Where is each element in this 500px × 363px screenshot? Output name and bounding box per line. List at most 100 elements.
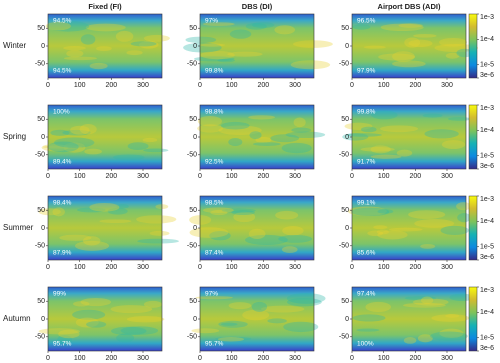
colorbar-fill xyxy=(468,13,478,79)
colorbar-tick-label: 1e-3 xyxy=(480,287,494,294)
heatmap-texture xyxy=(404,37,421,48)
heatmap xyxy=(48,196,162,260)
colorbar: 1e-3 1e-4 1e-5 3e-6 xyxy=(468,13,494,79)
heatmap-texture xyxy=(274,25,296,35)
heatmap-texture xyxy=(352,24,371,30)
heatmap-texture xyxy=(58,329,80,339)
heatmap-texture xyxy=(352,314,386,322)
heatmap-texture xyxy=(79,123,97,135)
heatmap-texture xyxy=(260,305,305,313)
x-tick-label: 0 xyxy=(350,355,354,362)
x-tick-label: 0 xyxy=(350,264,354,271)
heatmap-texture xyxy=(370,154,402,159)
heatmap-texture xyxy=(376,229,389,235)
coverage-bottom: 95.7% xyxy=(53,341,72,348)
heatmap-texture xyxy=(47,141,79,153)
y-tick-label: -50 xyxy=(187,243,197,250)
x-tick-label: 300 xyxy=(289,355,301,362)
heatmap-texture xyxy=(136,215,177,224)
heatmap-texture xyxy=(248,228,266,239)
panel: 0 100 200 300 50 0 -50 98.4% 87.9% xyxy=(35,195,180,271)
heatmap-texture xyxy=(139,40,159,49)
coverage-bottom: 85.6% xyxy=(357,250,376,257)
heatmap-texture xyxy=(142,137,158,143)
heatmap-texture xyxy=(115,30,134,42)
heatmap-texture xyxy=(231,210,255,216)
heatmap-texture xyxy=(252,22,275,28)
colorbar-tick-label: 1e-3 xyxy=(480,196,494,203)
y-tick-label: 0 xyxy=(345,316,349,323)
x-tick-label: 300 xyxy=(441,82,453,89)
coverage-bottom: 87.9% xyxy=(53,250,72,257)
heatmap-texture xyxy=(420,244,436,249)
heatmap-texture xyxy=(370,145,391,154)
column-title: Airport DBS (ADI) xyxy=(378,2,441,11)
heatmap-texture xyxy=(215,336,252,341)
heatmap-texture xyxy=(378,53,416,61)
heatmap-texture xyxy=(251,301,268,312)
x-tick-label: 100 xyxy=(378,264,390,271)
y-tick-label: -50 xyxy=(339,243,349,250)
heatmap-texture xyxy=(52,207,65,217)
panel: 0 100 200 300 50 0 -50 94.5% 94.5% xyxy=(35,13,170,89)
heatmap-texture xyxy=(439,37,467,47)
heatmap-texture xyxy=(57,334,72,345)
heatmap-texture xyxy=(143,300,162,308)
heatmap-texture xyxy=(110,305,153,314)
heatmap-texture xyxy=(422,113,443,118)
colorbar-tick-label: 1e-5 xyxy=(480,153,494,160)
coverage-bottom: 89.4% xyxy=(53,159,72,166)
heatmap-texture xyxy=(367,230,384,237)
heatmap-texture xyxy=(70,125,90,135)
panel: 0 100 200 300 50 0 -50 97% 99.8% xyxy=(183,13,333,89)
heatmap-texture xyxy=(82,236,101,246)
coverage-top: 97% xyxy=(205,18,218,25)
x-tick-label: 300 xyxy=(137,82,149,89)
y-tick-label: 50 xyxy=(37,25,45,32)
heatmap-texture xyxy=(248,115,276,120)
colorbar-tick-label: 3e-6 xyxy=(480,345,494,352)
heatmap-texture xyxy=(421,296,434,305)
panel: 0 100 200 300 50 0 -50 99.8% 91.7% xyxy=(339,104,472,180)
heatmap xyxy=(48,105,162,169)
heatmap-texture xyxy=(195,296,233,300)
colorbar-tick-label: 1e-4 xyxy=(480,218,494,225)
heatmap-texture xyxy=(191,328,220,334)
heatmap-texture xyxy=(392,60,426,68)
colorbar-tick-label: 1e-3 xyxy=(480,105,494,112)
heatmap xyxy=(352,14,466,78)
heatmap-texture xyxy=(73,301,90,307)
colorbar-tick-label: 1e-5 xyxy=(480,62,494,69)
heatmap-texture xyxy=(242,309,270,321)
heatmap-texture xyxy=(291,127,312,133)
heatmap-texture xyxy=(275,210,299,220)
panel: 0 100 200 300 50 0 -50 96.5% 97.9% xyxy=(339,13,479,89)
x-tick-label: 0 xyxy=(198,82,202,89)
y-tick-label: 0 xyxy=(41,43,45,50)
y-tick-label: 50 xyxy=(189,298,197,305)
heatmap-texture xyxy=(218,125,262,136)
coverage-top: 97.4% xyxy=(357,291,376,298)
heatmap-texture xyxy=(143,148,169,153)
x-tick-label: 0 xyxy=(350,173,354,180)
heatmap-texture xyxy=(431,314,470,322)
x-tick-label: 0 xyxy=(198,264,202,271)
coverage-top: 99.1% xyxy=(357,200,376,207)
heatmap-texture xyxy=(245,22,267,30)
heatmap-texture xyxy=(417,334,433,343)
heatmap xyxy=(352,287,466,351)
heatmap-texture xyxy=(342,133,369,141)
colorbar: 1e-3 1e-4 1e-5 3e-6 xyxy=(468,104,494,170)
heatmap-texture xyxy=(202,207,234,213)
heatmap-texture xyxy=(116,333,135,343)
coverage-top: 98.5% xyxy=(205,200,224,207)
heatmap-texture xyxy=(113,154,145,161)
panel: 0 100 200 300 50 0 -50 97% 95.7% xyxy=(187,286,326,362)
coverage-bottom: 97.9% xyxy=(357,68,376,75)
x-tick-label: 200 xyxy=(409,355,421,362)
y-tick-label: 0 xyxy=(345,43,349,50)
y-tick-label: -50 xyxy=(339,334,349,341)
heatmap-texture xyxy=(440,225,469,235)
heatmap-texture xyxy=(80,297,112,307)
